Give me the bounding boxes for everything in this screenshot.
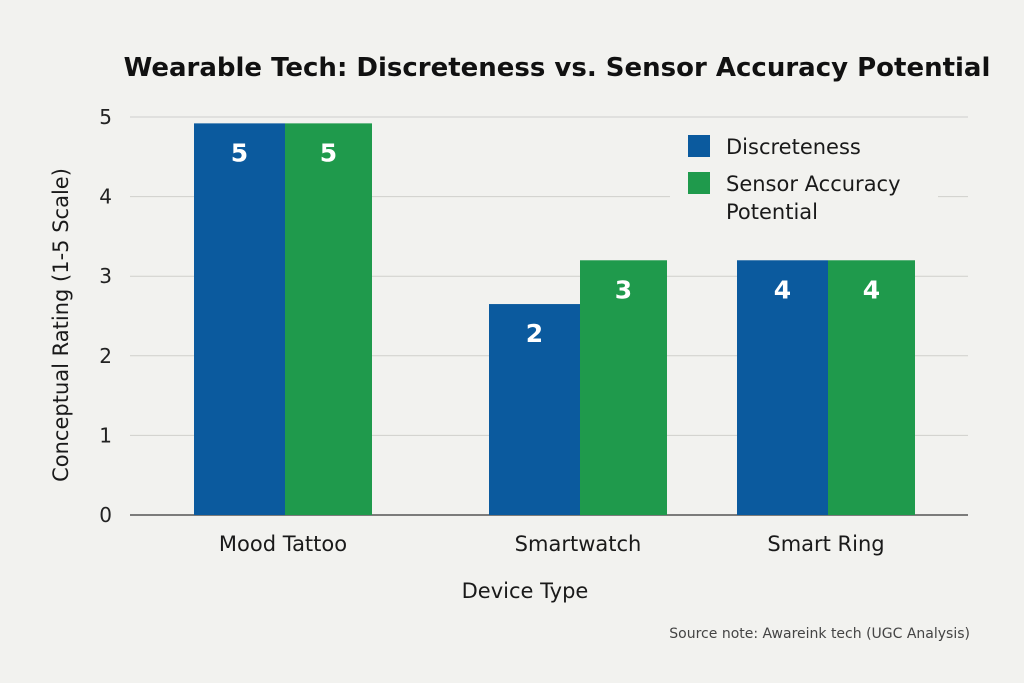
bar-value-label: 3 [615, 275, 632, 304]
legend: Discreteness Sensor Accuracy Potential [670, 124, 938, 234]
x-tick-label: Smartwatch [515, 532, 642, 556]
bar [737, 260, 828, 515]
bar-value-label: 2 [526, 319, 543, 348]
bar [828, 260, 915, 515]
legend-swatch [688, 172, 710, 194]
y-tick-label: 0 [99, 503, 112, 527]
x-axis-title: Device Type [462, 579, 589, 603]
y-tick-label: 1 [99, 423, 112, 447]
bar-value-label: 5 [231, 138, 248, 167]
legend-label: Discreteness [726, 135, 861, 159]
bar [194, 123, 285, 516]
bar-value-label: 5 [320, 138, 337, 167]
x-tick-label: Mood Tattoo [219, 532, 347, 556]
legend-label: Sensor Accuracy Potential [726, 172, 901, 224]
x-tick-label: Smart Ring [767, 532, 884, 556]
bar-value-label: 4 [774, 275, 791, 304]
chart-title: Wearable Tech: Discreteness vs. Sensor A… [124, 53, 991, 83]
y-tick-label: 5 [99, 105, 112, 129]
legend-swatch [688, 135, 710, 157]
bar [489, 304, 580, 515]
bars [194, 123, 915, 516]
bar [285, 123, 372, 516]
bar [580, 260, 667, 515]
x-axis-categories: Mood Tattoo Smartwatch Smart Ring [219, 532, 885, 556]
y-tick-label: 2 [99, 344, 112, 368]
bar-value-labels: 5 5 2 3 4 4 [231, 138, 880, 348]
y-axis-ticks: 0 1 2 3 4 5 [99, 105, 112, 527]
y-tick-label: 3 [99, 264, 112, 288]
legend-box [670, 124, 938, 234]
source-note: Source note: Awareink tech (UGC Analysis… [669, 626, 970, 642]
y-axis-title: Conceptual Rating (1-5 Scale) [49, 168, 73, 482]
bar-value-label: 4 [863, 275, 880, 304]
y-tick-label: 4 [99, 185, 112, 209]
